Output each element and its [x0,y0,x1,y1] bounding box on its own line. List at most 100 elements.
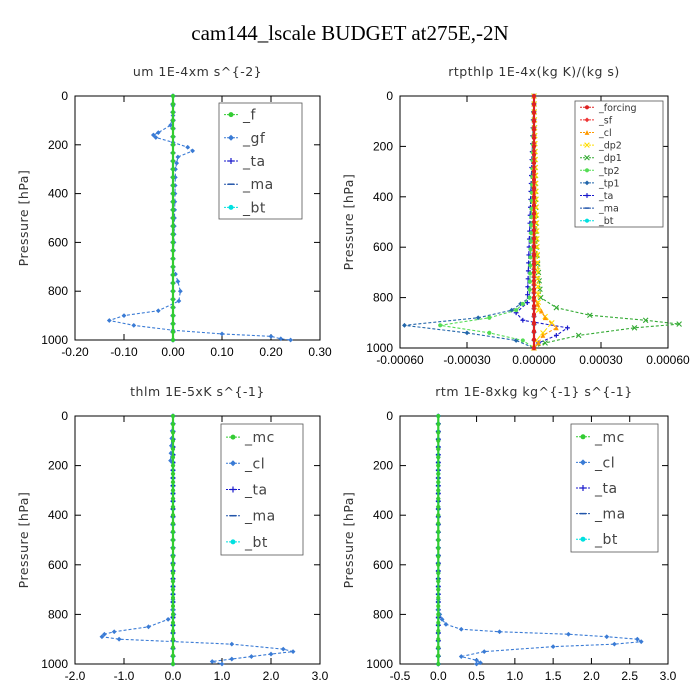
series-mc [436,413,441,667]
data-point [170,175,176,180]
data-point [531,245,537,250]
legend-label: _f [242,108,257,124]
data-point [539,308,544,314]
legend-label: _cl [244,456,265,472]
data-point [170,191,176,196]
legend-marker [580,536,586,542]
data-point [170,612,176,617]
data-point [531,303,537,309]
legend-label: _ma [244,509,276,525]
y-tick-label: 800 [48,607,68,621]
data-point [170,224,176,229]
data-point [153,135,159,140]
legend-marker [580,434,586,440]
x-tick-label: 0.20 [259,345,283,359]
data-point [170,562,176,567]
y-axis-label: Pressure [hPa] [341,174,356,271]
data-point [436,554,441,559]
data-point [170,167,176,172]
data-point [170,546,176,551]
data-point [553,304,560,311]
data-point [174,160,180,166]
data-point [436,661,441,667]
x-tick-label: 0.0 [430,669,447,683]
data-point [219,331,225,337]
data-point [436,529,441,534]
data-point [531,329,537,334]
legend-marker [230,539,236,545]
data-point [121,313,127,318]
x-tick-label: 0.0 [165,669,182,683]
legend-marker [228,134,234,141]
data-point [170,289,176,294]
y-tick-label: 600 [373,240,393,254]
y-tick-label: 1000 [41,333,68,347]
data-point [528,239,533,244]
data-point [436,653,441,658]
x-tick-label: 1.0 [507,669,524,683]
data-point [155,308,161,314]
data-point [531,337,537,342]
data-point [527,287,532,292]
data-point [170,480,176,485]
legend: _f _gf _ta _ma _bt [218,102,303,220]
data-point [478,660,483,666]
legend-label: _dp1 [598,153,622,164]
legend-marker [230,434,236,440]
data-point [528,255,533,260]
data-point [436,422,441,427]
legend-marker [584,218,590,223]
data-point [514,308,519,313]
data-point [531,102,537,107]
x-tick-label: 3.0 [312,669,329,683]
data-point [170,463,176,468]
data-point [565,325,570,331]
y-tick-label: 0 [61,409,68,423]
data-point [520,301,525,306]
data-point [176,298,182,304]
data-point [290,649,296,654]
data-point [487,315,492,320]
data-point [474,661,479,667]
y-tick-label: 400 [48,508,68,522]
y-tick-label: 800 [48,284,68,298]
data-point [531,194,537,199]
data-point [497,629,502,635]
data-point [170,422,176,427]
data-point [268,333,274,339]
data-point [131,322,137,328]
data-point [458,626,464,632]
legend-label: _gf [242,131,266,147]
data-point [436,612,441,617]
data-point [534,261,541,267]
data-point [170,645,176,650]
series-line [533,95,553,349]
y-axis-label: Pressure [hPa] [341,492,356,589]
data-point [436,595,441,600]
data-point [531,211,537,216]
data-point [531,152,537,157]
data-point [170,207,176,212]
data-point [170,496,176,501]
data-point [527,279,532,284]
data-point [436,480,441,485]
data-point [436,504,441,510]
data-point [531,236,537,241]
data-point [190,148,195,154]
data-point [99,634,105,640]
data-point [436,513,441,518]
data-point [520,317,526,323]
data-point [634,636,640,642]
data-point [542,340,548,346]
y-tick-label: 1000 [41,657,68,671]
data-point [168,122,173,128]
data-point [531,228,537,233]
data-point [458,654,464,659]
data-point [587,312,593,319]
y-tick-label: 400 [48,187,68,201]
data-point [531,144,537,149]
data-point [436,496,441,501]
legend-marker [584,154,590,161]
data-point [439,616,445,622]
data-point [170,110,176,115]
